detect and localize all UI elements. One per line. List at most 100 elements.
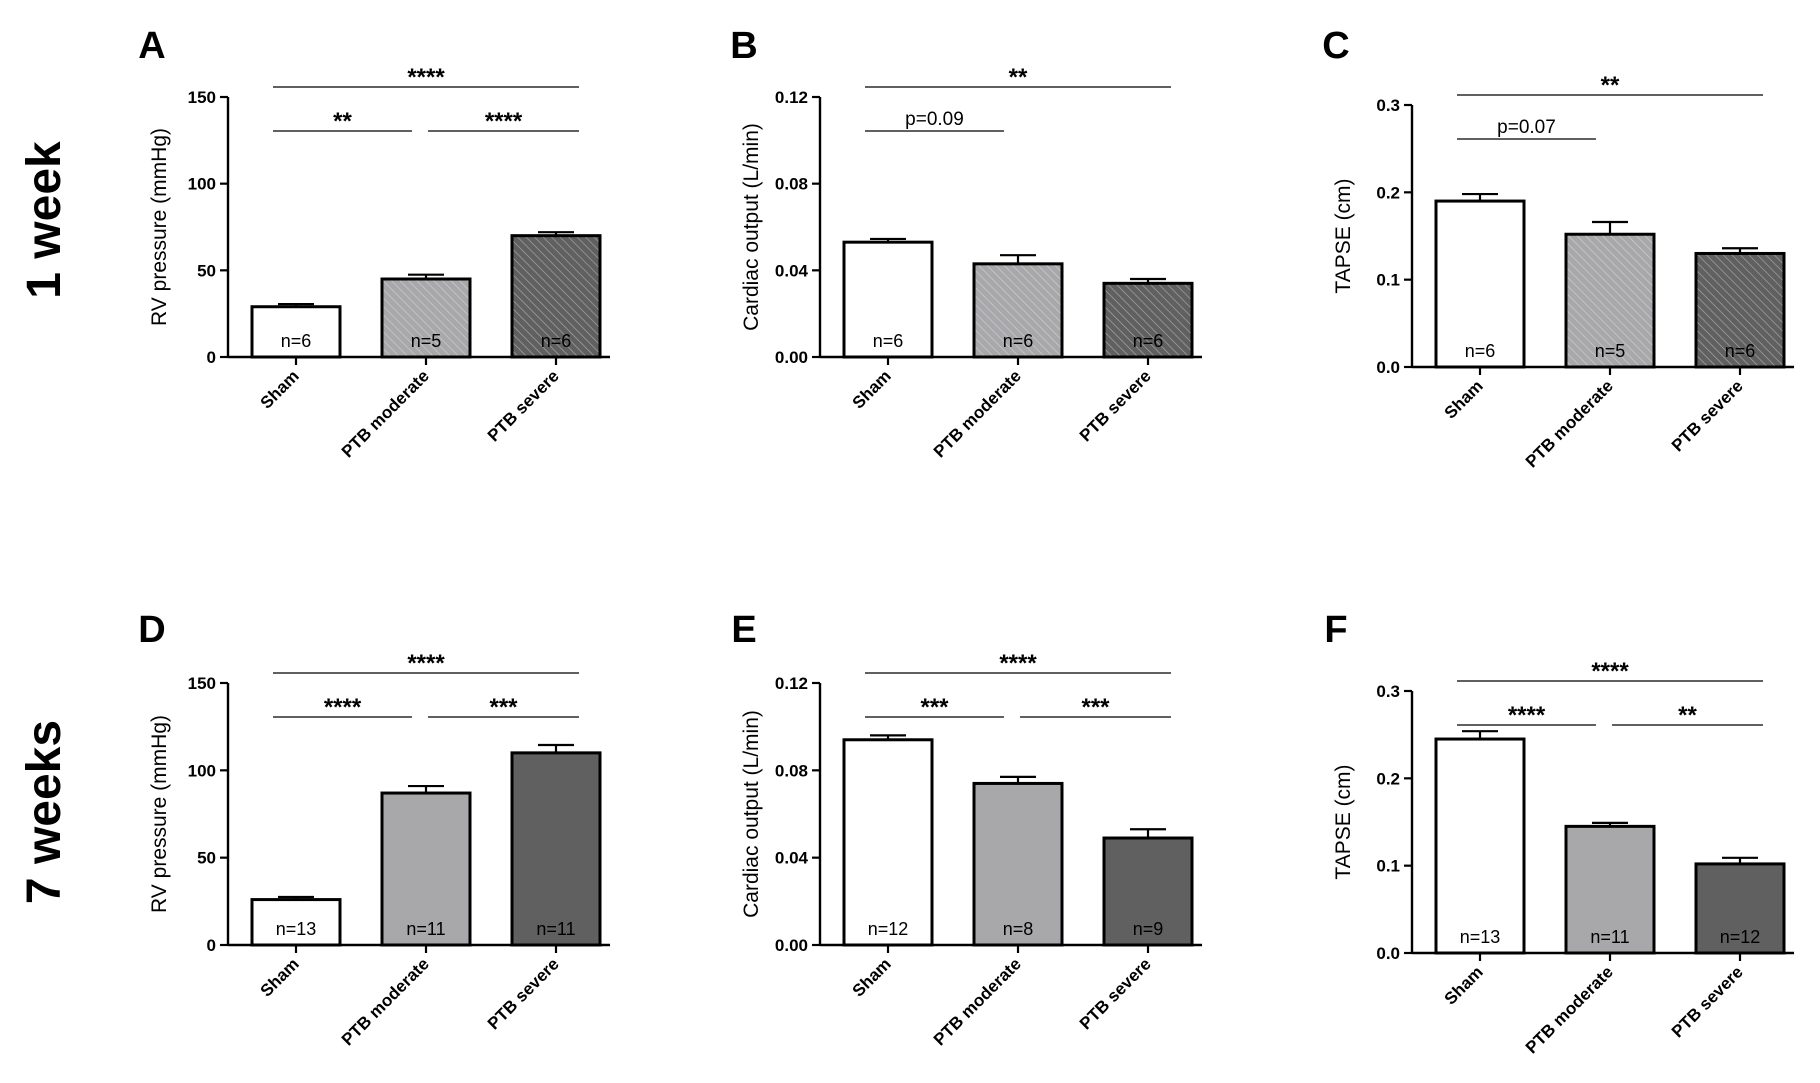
x-tick-label: PTB moderate: [338, 954, 433, 1049]
n-label: n=6: [1133, 331, 1164, 351]
n-label: n=12: [1720, 927, 1761, 947]
n-label: n=11: [406, 919, 445, 939]
x-tick-label: PTB severe: [484, 954, 563, 1033]
bar-0: [1434, 737, 1526, 955]
panel-letter: C: [1322, 25, 1349, 67]
y-tick-label: 0.00: [775, 936, 808, 955]
x-tick-label: Sham: [849, 954, 895, 1000]
y-tick-label: 0.1: [1376, 271, 1400, 290]
significance-label: ***: [1081, 694, 1110, 721]
n-label: n=6: [1465, 341, 1496, 361]
bar-hatch: [383, 280, 469, 356]
n-label: n=6: [1003, 331, 1034, 351]
y-tick-label: 0.3: [1376, 96, 1400, 115]
y-axis-label: RV pressure (mmHg): [148, 715, 171, 913]
bar-1: [380, 791, 472, 947]
n-label: n=8: [1003, 919, 1034, 939]
significance-label: ****: [324, 694, 362, 721]
panel-b: B Cardiac output (L/min) 0.00 0.04 0.08 0.12 n…: [730, 25, 1202, 461]
n-label: n=6: [541, 331, 572, 351]
significance-label: **: [1601, 72, 1620, 99]
significance-label: ****: [407, 64, 445, 91]
panel-letter: D: [138, 609, 165, 651]
y-tick-label: 0: [207, 348, 216, 367]
row-label-1-week: 1 week: [18, 141, 71, 299]
x-tick-label: Sham: [257, 954, 303, 1000]
y-tick-label: 0.12: [775, 674, 808, 693]
x-tick-label: PTB moderate: [930, 366, 1025, 461]
n-label: n=13: [1460, 927, 1501, 947]
n-label: n=6: [873, 331, 904, 351]
panel-letter: E: [731, 609, 756, 651]
y-tick-label: 150: [188, 674, 216, 693]
y-tick-label: 0.2: [1376, 769, 1400, 788]
y-tick-label: 0.00: [775, 348, 808, 367]
n-label: n=6: [1725, 341, 1756, 361]
y-tick-label: 0.2: [1376, 183, 1400, 202]
n-label: n=12: [868, 919, 909, 939]
panel-letter: A: [138, 25, 165, 67]
x-tick-label: PTB moderate: [1522, 376, 1617, 471]
y-tick-label: 0.0: [1376, 944, 1400, 963]
bar-0: [1434, 199, 1526, 369]
x-tick-label: Sham: [1441, 376, 1487, 422]
x-tick-label: PTB severe: [1076, 954, 1155, 1033]
significance-label: p=0.09: [905, 109, 964, 130]
n-label: n=6: [281, 331, 312, 351]
x-tick-label: PTB severe: [1668, 376, 1747, 455]
significance-label: ****: [999, 650, 1037, 677]
significance-label: **: [1009, 64, 1028, 91]
bar-hatch: [1105, 284, 1191, 356]
y-tick-label: 0.1: [1376, 857, 1400, 876]
y-tick-label: 50: [197, 849, 216, 868]
y-tick-label: 0.08: [775, 761, 808, 780]
significance-label: ***: [920, 694, 949, 721]
significance-label: p=0.07: [1497, 117, 1556, 138]
x-tick-label: PTB severe: [484, 366, 563, 445]
x-tick-label: Sham: [257, 366, 303, 412]
significance-label: **: [1678, 702, 1697, 729]
y-tick-label: 0: [207, 936, 216, 955]
x-tick-label: PTB severe: [1076, 366, 1155, 445]
y-tick-label: 0.0: [1376, 358, 1400, 377]
y-axis-label: Cardiac output (L/min): [740, 710, 763, 918]
x-tick-label: PTB moderate: [1522, 962, 1617, 1057]
panel-letter: F: [1324, 609, 1347, 651]
bar-2: [1694, 862, 1786, 955]
panel-f: F TAPSE (cm) 0.0 0.1 0.2 0.3 n=13 Sham n=11 PTB m…: [1324, 609, 1794, 1057]
significance-label: ****: [407, 650, 445, 677]
panel-e: E Cardiac output (L/min) 0.00 0.04 0.08 0.12 n…: [731, 609, 1202, 1049]
n-label: n=5: [411, 331, 442, 351]
bar-hatch: [1567, 235, 1653, 366]
panel-letter: B: [730, 25, 757, 67]
y-tick-label: 100: [188, 761, 216, 780]
x-tick-label: PTB moderate: [930, 954, 1025, 1049]
bar-2: [510, 751, 602, 947]
panels: A RV pressure (mmHg) 0 50 100 150 n=6 Sham n=5 PT…: [138, 25, 1794, 1057]
y-tick-label: 100: [188, 175, 216, 194]
significance-label: ****: [1591, 658, 1629, 685]
significance-label: ***: [489, 694, 518, 721]
x-tick-label: Sham: [1441, 962, 1487, 1008]
n-label: n=5: [1595, 341, 1626, 361]
row-label-7-weeks: 7 weeks: [18, 720, 71, 904]
y-tick-label: 0.04: [775, 261, 809, 280]
bar-hatch: [513, 237, 599, 356]
significance-label: ****: [485, 108, 523, 135]
y-axis-label: TAPSE (cm): [1332, 178, 1355, 293]
x-tick-label: PTB moderate: [338, 366, 433, 461]
x-tick-label: PTB severe: [1668, 962, 1747, 1041]
bar-hatch: [975, 265, 1061, 356]
y-tick-label: 150: [188, 88, 216, 107]
panel-c: C TAPSE (cm) 0.0 0.1 0.2 0.3 n=6 Sham n=5 PTB mod…: [1322, 25, 1794, 471]
n-label: n=13: [276, 919, 317, 939]
bar-hatch: [1697, 254, 1783, 366]
n-label: n=9: [1133, 919, 1164, 939]
y-tick-label: 50: [197, 261, 216, 280]
y-axis-label: TAPSE (cm): [1332, 764, 1355, 879]
significance-label: ****: [1508, 702, 1546, 729]
y-tick-label: 0.12: [775, 88, 808, 107]
n-label: n=11: [1590, 927, 1629, 947]
